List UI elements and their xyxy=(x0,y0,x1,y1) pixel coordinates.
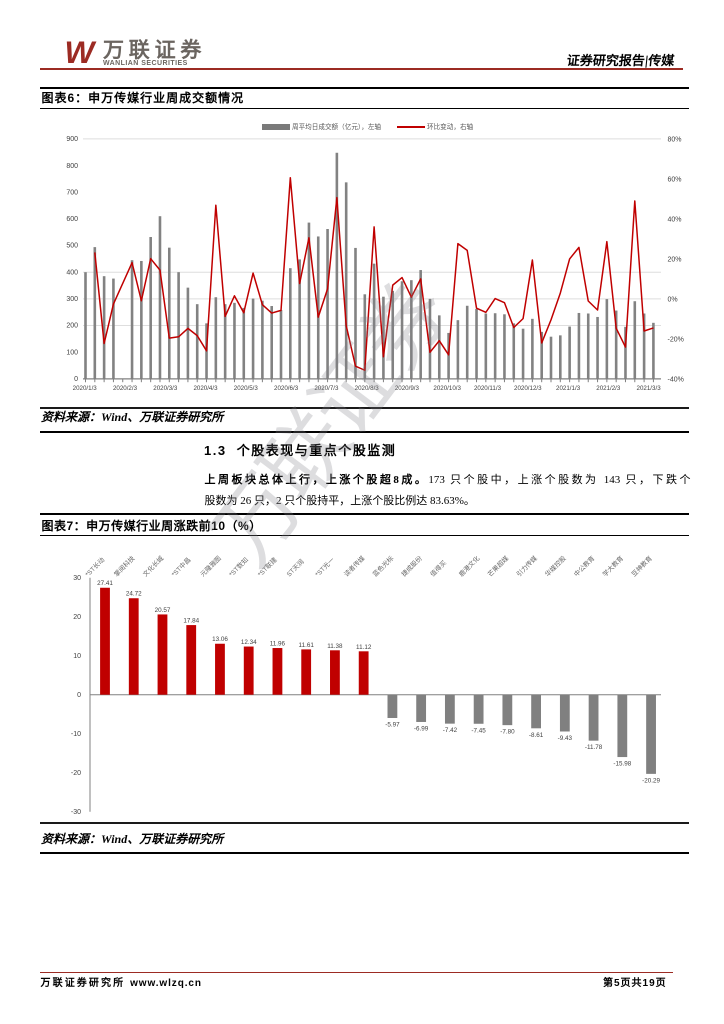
svg-text:800: 800 xyxy=(66,161,78,171)
svg-text:2020/9/3: 2020/9/3 xyxy=(395,383,420,392)
svg-text:-5.97: -5.97 xyxy=(385,720,400,729)
svg-text:2020/10/3: 2020/10/3 xyxy=(433,383,461,392)
svg-text:2020/12/3: 2020/12/3 xyxy=(514,383,542,392)
svg-text:-7.45: -7.45 xyxy=(471,725,486,734)
svg-text:-15.98: -15.98 xyxy=(613,759,631,768)
svg-text:2021/2/3: 2021/2/3 xyxy=(596,383,621,392)
svg-text:*ST中昌: *ST中昌 xyxy=(169,554,193,578)
svg-text:20%: 20% xyxy=(668,255,682,265)
svg-text:2020/5/3: 2020/5/3 xyxy=(234,383,259,392)
svg-text:2020/3/3: 2020/3/3 xyxy=(153,383,178,392)
svg-text:10: 10 xyxy=(73,651,81,661)
svg-text:2020/4/3: 2020/4/3 xyxy=(193,383,218,392)
svg-text:-30: -30 xyxy=(71,807,81,817)
svg-text:2021/3/3: 2021/3/3 xyxy=(637,383,662,392)
svg-text:元隆雅图: 元隆雅图 xyxy=(197,553,222,578)
svg-text:2020/8/3: 2020/8/3 xyxy=(355,383,380,392)
svg-text:24.72: 24.72 xyxy=(126,589,142,598)
svg-text:0: 0 xyxy=(74,374,78,384)
svg-text:2020/2/3: 2020/2/3 xyxy=(113,383,138,392)
svg-text:学大教育: 学大教育 xyxy=(600,553,626,579)
svg-text:-7.80: -7.80 xyxy=(500,727,515,736)
svg-text:中公教育: 中公教育 xyxy=(571,553,597,579)
svg-text:-11.78: -11.78 xyxy=(585,742,603,751)
svg-text:100: 100 xyxy=(66,347,78,357)
svg-text:30: 30 xyxy=(73,573,81,583)
svg-text:芒果超媒: 芒果超媒 xyxy=(485,553,511,579)
svg-text:2021/1/3: 2021/1/3 xyxy=(556,383,581,392)
svg-text:读者传媒: 读者传媒 xyxy=(341,553,367,579)
svg-text:-20%: -20% xyxy=(668,335,684,345)
svg-text:值得买: 值得买 xyxy=(427,557,448,578)
svg-text:400: 400 xyxy=(66,267,78,277)
svg-text:*ST长动: *ST长动 xyxy=(82,554,106,578)
svg-text:鹿港文化: 鹿港文化 xyxy=(456,553,482,579)
svg-text:0%: 0% xyxy=(668,295,678,305)
svg-text:0: 0 xyxy=(77,690,81,700)
svg-text:11.61: 11.61 xyxy=(299,640,315,649)
svg-text:11.38: 11.38 xyxy=(327,641,343,650)
svg-text:500: 500 xyxy=(66,241,78,251)
svg-text:捷成股份: 捷成股份 xyxy=(398,553,424,579)
svg-text:12.34: 12.34 xyxy=(241,637,257,646)
svg-text:13.06: 13.06 xyxy=(212,634,228,643)
svg-text:-8.61: -8.61 xyxy=(529,730,544,739)
svg-text:700: 700 xyxy=(66,187,78,197)
svg-text:20.57: 20.57 xyxy=(155,605,171,614)
svg-text:2020/1/3: 2020/1/3 xyxy=(73,383,98,392)
svg-text:27.41: 27.41 xyxy=(97,578,113,587)
svg-text:2020/7/3: 2020/7/3 xyxy=(314,383,339,392)
svg-text:豆神教育: 豆神教育 xyxy=(628,553,654,579)
svg-text:引力传媒: 引力传媒 xyxy=(513,553,539,579)
svg-text:200: 200 xyxy=(66,321,78,331)
svg-text:-40%: -40% xyxy=(668,375,684,385)
svg-text:11.96: 11.96 xyxy=(270,639,286,648)
svg-text:-10: -10 xyxy=(71,729,81,739)
svg-text:900: 900 xyxy=(66,134,78,144)
svg-text:*ST光一: *ST光一 xyxy=(312,554,336,578)
svg-text:-9.43: -9.43 xyxy=(558,733,573,742)
svg-text:20: 20 xyxy=(73,612,81,622)
svg-text:-20: -20 xyxy=(71,768,81,778)
svg-text:-7.42: -7.42 xyxy=(443,725,458,734)
svg-text:11.12: 11.12 xyxy=(356,642,372,651)
svg-text:2020/11/3: 2020/11/3 xyxy=(474,383,502,392)
svg-text:2020/6/3: 2020/6/3 xyxy=(274,383,299,392)
svg-text:300: 300 xyxy=(66,294,78,304)
svg-text:60%: 60% xyxy=(668,175,682,185)
svg-text:80%: 80% xyxy=(668,135,682,145)
svg-text:-20.29: -20.29 xyxy=(642,775,660,784)
svg-text:600: 600 xyxy=(66,214,78,224)
svg-text:蓝色光标: 蓝色光标 xyxy=(370,553,396,579)
svg-text:掌阅科技: 掌阅科技 xyxy=(111,553,137,579)
svg-text:文化长城: 文化长城 xyxy=(140,553,166,579)
svg-text:17.84: 17.84 xyxy=(183,616,199,625)
svg-text:-6.99: -6.99 xyxy=(414,724,429,733)
svg-text:40%: 40% xyxy=(668,215,682,225)
svg-text:华媒控股: 华媒控股 xyxy=(542,553,568,579)
